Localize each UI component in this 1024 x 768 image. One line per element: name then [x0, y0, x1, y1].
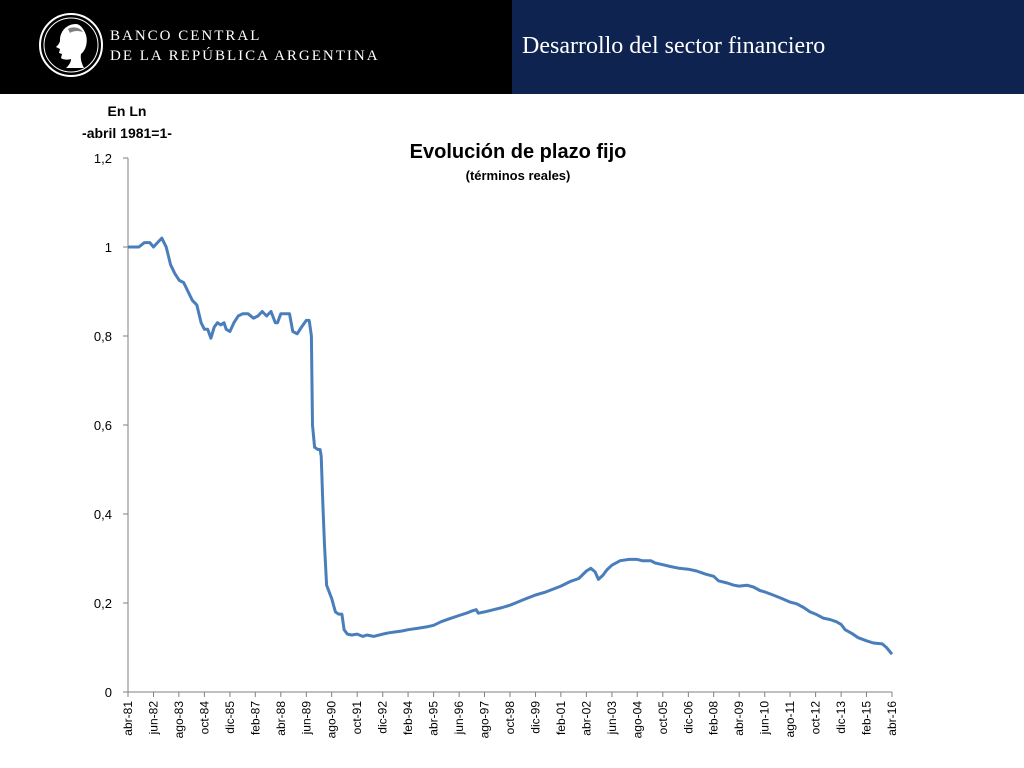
x-tick-label: feb-08	[707, 701, 721, 735]
y-tick-label: 1	[105, 240, 112, 255]
x-tick-label: dic-92	[376, 701, 390, 734]
section-title: Desarrollo del sector financiero	[522, 33, 826, 59]
bank-name-line2: DE LA REPÚBLICA ARGENTINA	[110, 48, 380, 64]
x-tick-label: dic-13	[834, 701, 848, 734]
x-tick-label: jun-03	[605, 701, 619, 736]
chart-title: Evolución de plazo fijo	[410, 141, 627, 163]
y-tick-label: 0,6	[94, 418, 112, 433]
y-tick-label: 1,2	[94, 151, 112, 166]
x-tick-label: dic-06	[681, 701, 695, 734]
x-tick-label: feb-01	[554, 701, 568, 735]
y-axis-label-line2: -abril 1981=1-	[82, 125, 172, 141]
x-tick-label: ago-83	[172, 701, 186, 739]
y-tick-label: 0,2	[94, 596, 112, 611]
y-tick-label: 0	[105, 685, 112, 700]
y-axis-label-line1: En Ln	[108, 103, 147, 119]
x-tick-label: dic-85	[223, 701, 237, 734]
x-tick-label: oct-12	[809, 701, 823, 735]
x-tick-label: dic-99	[529, 701, 543, 734]
x-tick-label: jun-96	[452, 701, 466, 736]
x-tick-label: ago-11	[783, 701, 797, 738]
x-tick-label: oct-98	[503, 701, 517, 735]
x-tick-label: jun-89	[299, 701, 313, 736]
x-tick-label: oct-05	[656, 701, 670, 735]
x-tick-label: jun-10	[758, 701, 772, 736]
x-tick-label: abr-95	[427, 701, 441, 736]
x-tick-label: oct-91	[350, 701, 364, 735]
chart-subtitle: (términos reales)	[466, 168, 571, 183]
x-tick-label: ago-97	[477, 701, 491, 739]
bank-name: BANCO CENTRAL DE LA REPÚBLICA ARGENTINA	[110, 26, 380, 66]
x-tick-label: feb-15	[859, 701, 873, 735]
x-tick-label: feb-87	[248, 701, 262, 735]
series-line	[128, 236, 894, 656]
x-tick-label: oct-84	[197, 701, 211, 735]
x-tick-label: jun-82	[147, 701, 161, 736]
y-tick-label: 0,4	[94, 507, 112, 522]
x-tick-label: ago-90	[325, 701, 339, 739]
bank-name-line1: BANCO CENTRAL	[110, 28, 262, 44]
x-tick-label: abr-81	[121, 701, 135, 736]
x-tick-label: abr-02	[579, 701, 593, 736]
x-tick-label: feb-94	[401, 701, 415, 735]
republic-head-medallion-icon	[39, 13, 103, 77]
line-chart: Evolución de plazo fijo (términos reales)…	[82, 103, 899, 739]
x-tick-label: abr-88	[274, 701, 288, 736]
y-tick-label: 0,8	[94, 329, 112, 344]
x-tick-label: ago-04	[630, 701, 644, 739]
header-section-bar	[512, 0, 1024, 94]
header-brand-bar: BANCO CENTRAL DE LA REPÚBLICA ARGENTINA	[0, 0, 512, 94]
x-tick-label: abr-09	[732, 701, 746, 736]
x-tick-label: abr-16	[885, 701, 899, 736]
